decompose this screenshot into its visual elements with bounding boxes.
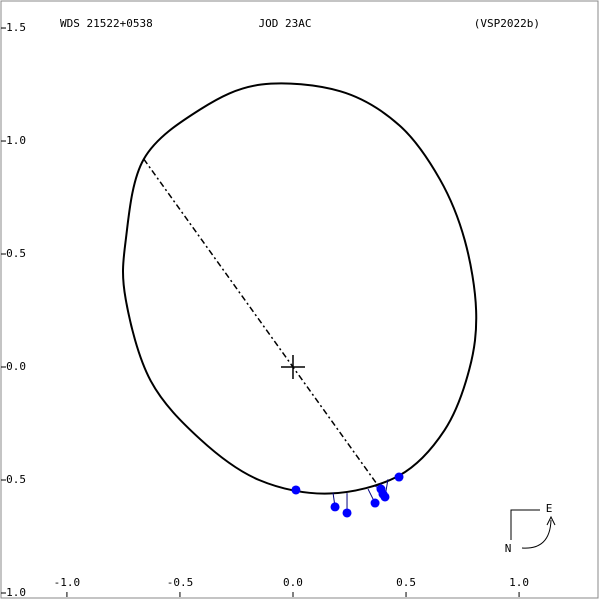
header-center: JOD 23AC: [259, 17, 312, 30]
header-right: (VSP2022b): [474, 17, 540, 30]
y-tick-label: -1.5: [0, 21, 26, 34]
y-tick-label: 1.0: [6, 134, 26, 147]
x-tick-label: 0.5: [396, 576, 416, 589]
header-left: WDS 21522+0538: [60, 17, 153, 30]
y-tick-label: -1.0: [0, 586, 26, 599]
x-tick-label: 0.0: [283, 576, 303, 589]
compass-east: E: [546, 502, 553, 515]
observation: [342, 508, 352, 518]
x-tick-label: -1.0: [54, 576, 81, 589]
y-tick-label: -0.0: [0, 360, 26, 373]
compass-frame: [510, 509, 540, 540]
observation: [330, 502, 340, 512]
observation: [380, 492, 390, 502]
x-tick-label: 1.0: [509, 576, 529, 589]
observation: [370, 498, 380, 508]
compass: E N: [505, 502, 556, 555]
compass-arrow: [521, 519, 552, 549]
line-of-apsides: [143, 158, 380, 488]
y-tick-label: 0.5: [6, 247, 26, 260]
orbit-ellipse: [122, 82, 478, 495]
y-tick-label: -0.5: [0, 473, 26, 486]
x-tick-label: -0.5: [167, 576, 194, 589]
compass-north: N: [505, 542, 512, 555]
observation: [394, 472, 404, 482]
compass-arrow-head: [546, 515, 556, 526]
observation: [291, 485, 301, 495]
primary-star: [280, 355, 305, 380]
